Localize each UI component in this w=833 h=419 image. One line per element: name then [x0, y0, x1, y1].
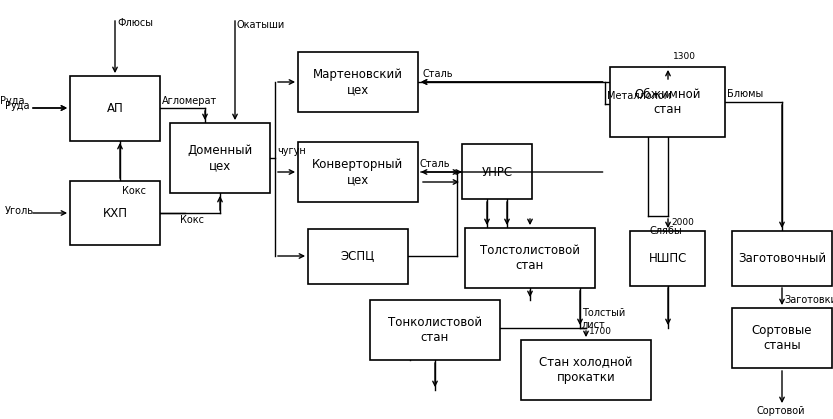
- Text: Блюмы: Блюмы: [727, 89, 764, 99]
- Bar: [298, 52, 418, 112]
- Bar: [611, 67, 726, 137]
- Bar: [298, 142, 418, 202]
- Text: 1300: 1300: [673, 52, 696, 61]
- Text: Флюсы: Флюсы: [117, 18, 153, 28]
- Text: Доменный
цех: Доменный цех: [187, 144, 252, 172]
- Text: Конверторный
цех: Конверторный цех: [312, 158, 404, 186]
- Text: Кокс: Кокс: [122, 186, 146, 196]
- Text: Сортовые
станы: Сортовые станы: [751, 324, 812, 352]
- Text: Металлолом: Металлолом: [607, 91, 671, 101]
- Bar: [465, 228, 595, 288]
- Bar: [631, 230, 706, 285]
- Text: Толстый
лист: Толстый лист: [582, 308, 626, 330]
- Text: чугун: чугун: [277, 146, 306, 156]
- Text: Слябы: Слябы: [650, 226, 683, 236]
- Text: Стан холодной
прокатки: Стан холодной прокатки: [539, 356, 633, 384]
- Text: Сталь: Сталь: [423, 69, 453, 79]
- Text: ЭСПЦ: ЭСПЦ: [341, 249, 375, 262]
- Text: Заготовочный: Заготовочный: [738, 251, 826, 264]
- Text: Уголь: Уголь: [5, 206, 34, 216]
- Bar: [462, 145, 532, 199]
- Bar: [732, 230, 832, 285]
- Text: 1700: 1700: [589, 327, 612, 336]
- Text: Окатыши: Окатыши: [237, 20, 285, 30]
- Text: Заготовки: Заготовки: [784, 295, 833, 305]
- Text: КХП: КХП: [102, 207, 127, 220]
- Text: УНРС: УНРС: [481, 166, 512, 178]
- Text: Кокс: Кокс: [180, 215, 204, 225]
- Text: Сталь: Сталь: [420, 159, 451, 169]
- Text: Агломерат: Агломерат: [162, 96, 217, 106]
- Text: АП: АП: [107, 101, 123, 114]
- Bar: [370, 300, 500, 360]
- Bar: [521, 340, 651, 400]
- Text: Мартеновский
цех: Мартеновский цех: [313, 68, 403, 96]
- Text: 2000: 2000: [671, 218, 694, 227]
- Text: Руда: Руда: [5, 101, 29, 111]
- Bar: [308, 228, 408, 284]
- Bar: [70, 75, 160, 140]
- Text: НШПС: НШПС: [649, 251, 687, 264]
- Bar: [70, 181, 160, 246]
- Bar: [732, 308, 832, 368]
- Bar: [170, 123, 270, 193]
- Text: Толстолистовой
стан: Толстолистовой стан: [480, 244, 580, 272]
- Text: Сортовой
прокат: Сортовой прокат: [757, 406, 806, 419]
- Text: Обжимной
стан: Обжимной стан: [635, 88, 701, 116]
- Text: Руда: Руда: [0, 96, 24, 106]
- Text: Тонколистовой
стан: Тонколистовой стан: [388, 316, 482, 344]
